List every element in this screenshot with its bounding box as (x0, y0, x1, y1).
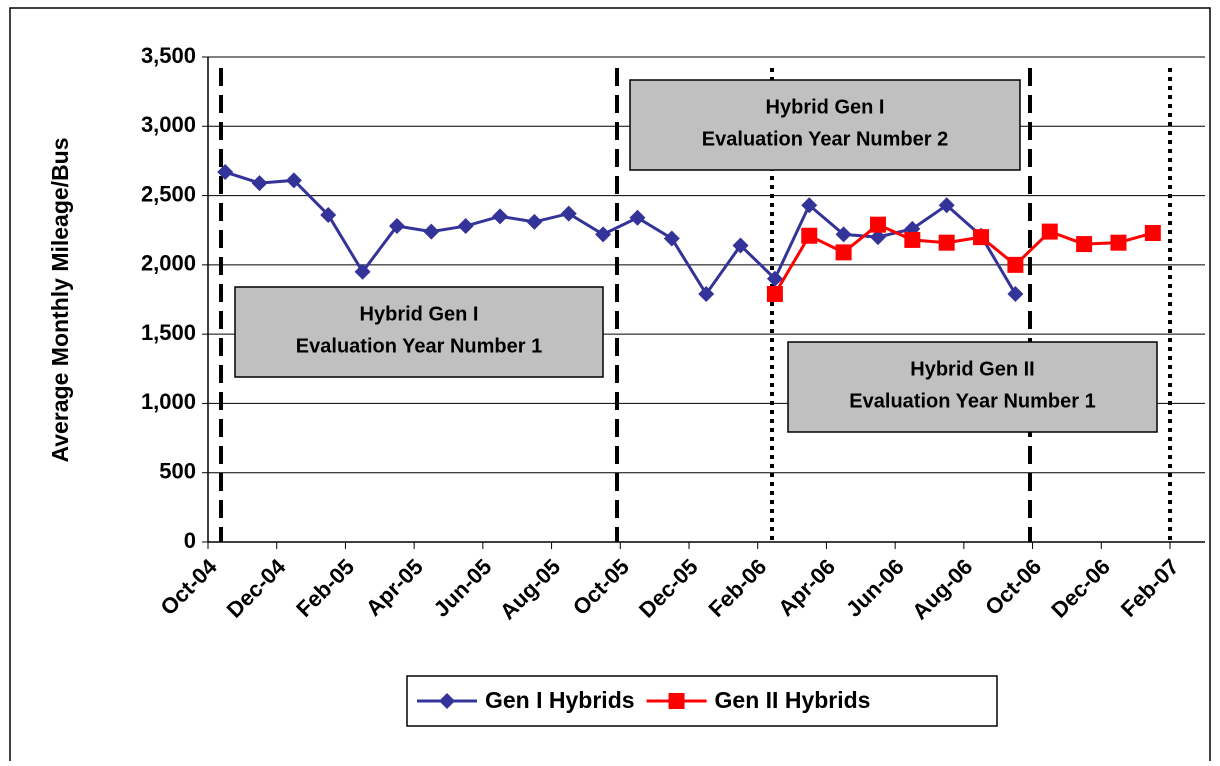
data-point (285, 172, 302, 189)
data-point (1007, 285, 1024, 302)
annotation-text: Hybrid Gen I (766, 96, 885, 118)
y-tick-label: 3,500 (141, 43, 196, 68)
annotation-box (787, 341, 1158, 433)
annotation-text: Hybrid Gen I (360, 303, 479, 325)
data-point (217, 164, 234, 181)
data-point (801, 227, 818, 244)
data-point (1110, 234, 1127, 251)
data-point (1007, 256, 1024, 273)
data-point (388, 218, 405, 235)
y-tick-label: 1,000 (141, 389, 196, 414)
data-point (526, 213, 543, 230)
y-tick-label: 2,000 (141, 251, 196, 276)
annotation-text: Evaluation Year Number 1 (296, 335, 542, 357)
data-point (1041, 223, 1058, 240)
data-point (251, 175, 268, 192)
y-tick-label: 3,000 (141, 112, 196, 137)
annotation-text: Evaluation Year Number 1 (849, 390, 1095, 412)
annotation-text: Hybrid Gen II (910, 358, 1034, 380)
data-point (938, 234, 955, 251)
annotation-box (234, 286, 604, 378)
period-lines (219, 68, 1172, 542)
legend-label: Gen II Hybrids (715, 687, 871, 713)
data-point (766, 285, 783, 302)
data-point (629, 209, 646, 226)
y-tick-label: 1,500 (141, 320, 196, 345)
legend-label: Gen I Hybrids (485, 687, 635, 713)
data-point (869, 216, 886, 233)
data-point (354, 263, 371, 280)
y-tick-label: 0 (184, 528, 196, 553)
data-point (904, 231, 921, 248)
data-point (663, 230, 680, 247)
data-point (835, 226, 852, 243)
data-point (869, 229, 886, 246)
data-point (560, 205, 577, 222)
data-point (439, 693, 455, 709)
y-tick-label: 2,500 (141, 181, 196, 206)
annotation-box (629, 79, 1021, 171)
data-point (423, 223, 440, 240)
data-point (595, 226, 612, 243)
y-axis-title: Average Monthly Mileage/Bus (47, 137, 73, 462)
y-tick-label: 500 (159, 459, 196, 484)
annotation-text: Evaluation Year Number 2 (702, 128, 948, 150)
data-point (973, 229, 990, 246)
data-point (1076, 236, 1093, 253)
data-point (668, 693, 685, 709)
data-point (698, 285, 715, 302)
data-point (938, 197, 955, 214)
data-point (492, 208, 509, 225)
data-point (835, 244, 852, 261)
data-point (732, 237, 749, 254)
data-point (1144, 224, 1161, 241)
data-point (801, 197, 818, 214)
data-point (457, 218, 474, 235)
data-point (320, 206, 337, 223)
data-point (766, 270, 783, 287)
